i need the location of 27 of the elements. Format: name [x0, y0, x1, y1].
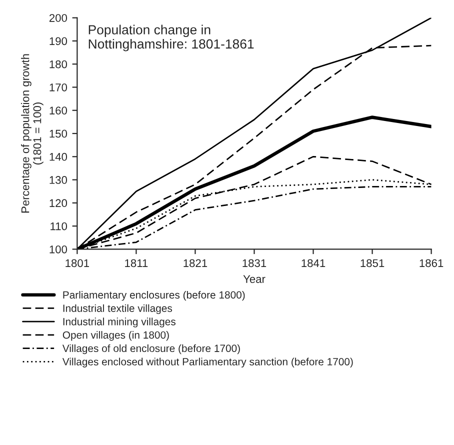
y-tick-label: 160 [50, 106, 68, 114]
x-tick-label: 1821 [184, 259, 208, 268]
y-tick-label: 150 [50, 130, 68, 138]
legend-label: Parliamentary enclosures (before 1800) [63, 290, 245, 301]
x-axis-title: Year [243, 275, 266, 283]
y-tick-label: 170 [50, 83, 68, 92]
legend-label: Open villages (in 1800) [62, 331, 169, 341]
y-tick-label: 110 [50, 222, 68, 230]
legend-label: Villages of old enclosure (before 1700) [62, 344, 240, 354]
y-tick-label: 190 [50, 37, 68, 46]
text: Population change in Nottinghamshire: 1801-1861 [88, 24, 254, 52]
x-tick-label: 1861 [420, 259, 444, 268]
x-tick-label: 1801 [66, 259, 89, 268]
y-axis-title: Percentage of population growth (1801 = 100) [21, 54, 44, 213]
x-tick-label: 1831 [242, 259, 266, 268]
y-tick-label: 180 [50, 60, 68, 68]
legend-label: Industrial mining villages [63, 318, 176, 328]
x-tick-label: 1851 [360, 259, 384, 268]
y-tick-label: 130 [50, 176, 68, 184]
legend-label: Industrial textile villages [63, 304, 172, 314]
y-tick-label: 200 [49, 14, 68, 22]
x-tick-label: 1841 [302, 259, 326, 268]
y-tick-label: 100 [50, 245, 68, 254]
x-tick-label: 1811 [125, 259, 148, 268]
y-tick-label: 120 [50, 199, 68, 208]
legend-label: Villages enclosed without Parliamentary sanction (before 1700) [62, 358, 353, 368]
y-tick-label: 140 [50, 152, 68, 161]
